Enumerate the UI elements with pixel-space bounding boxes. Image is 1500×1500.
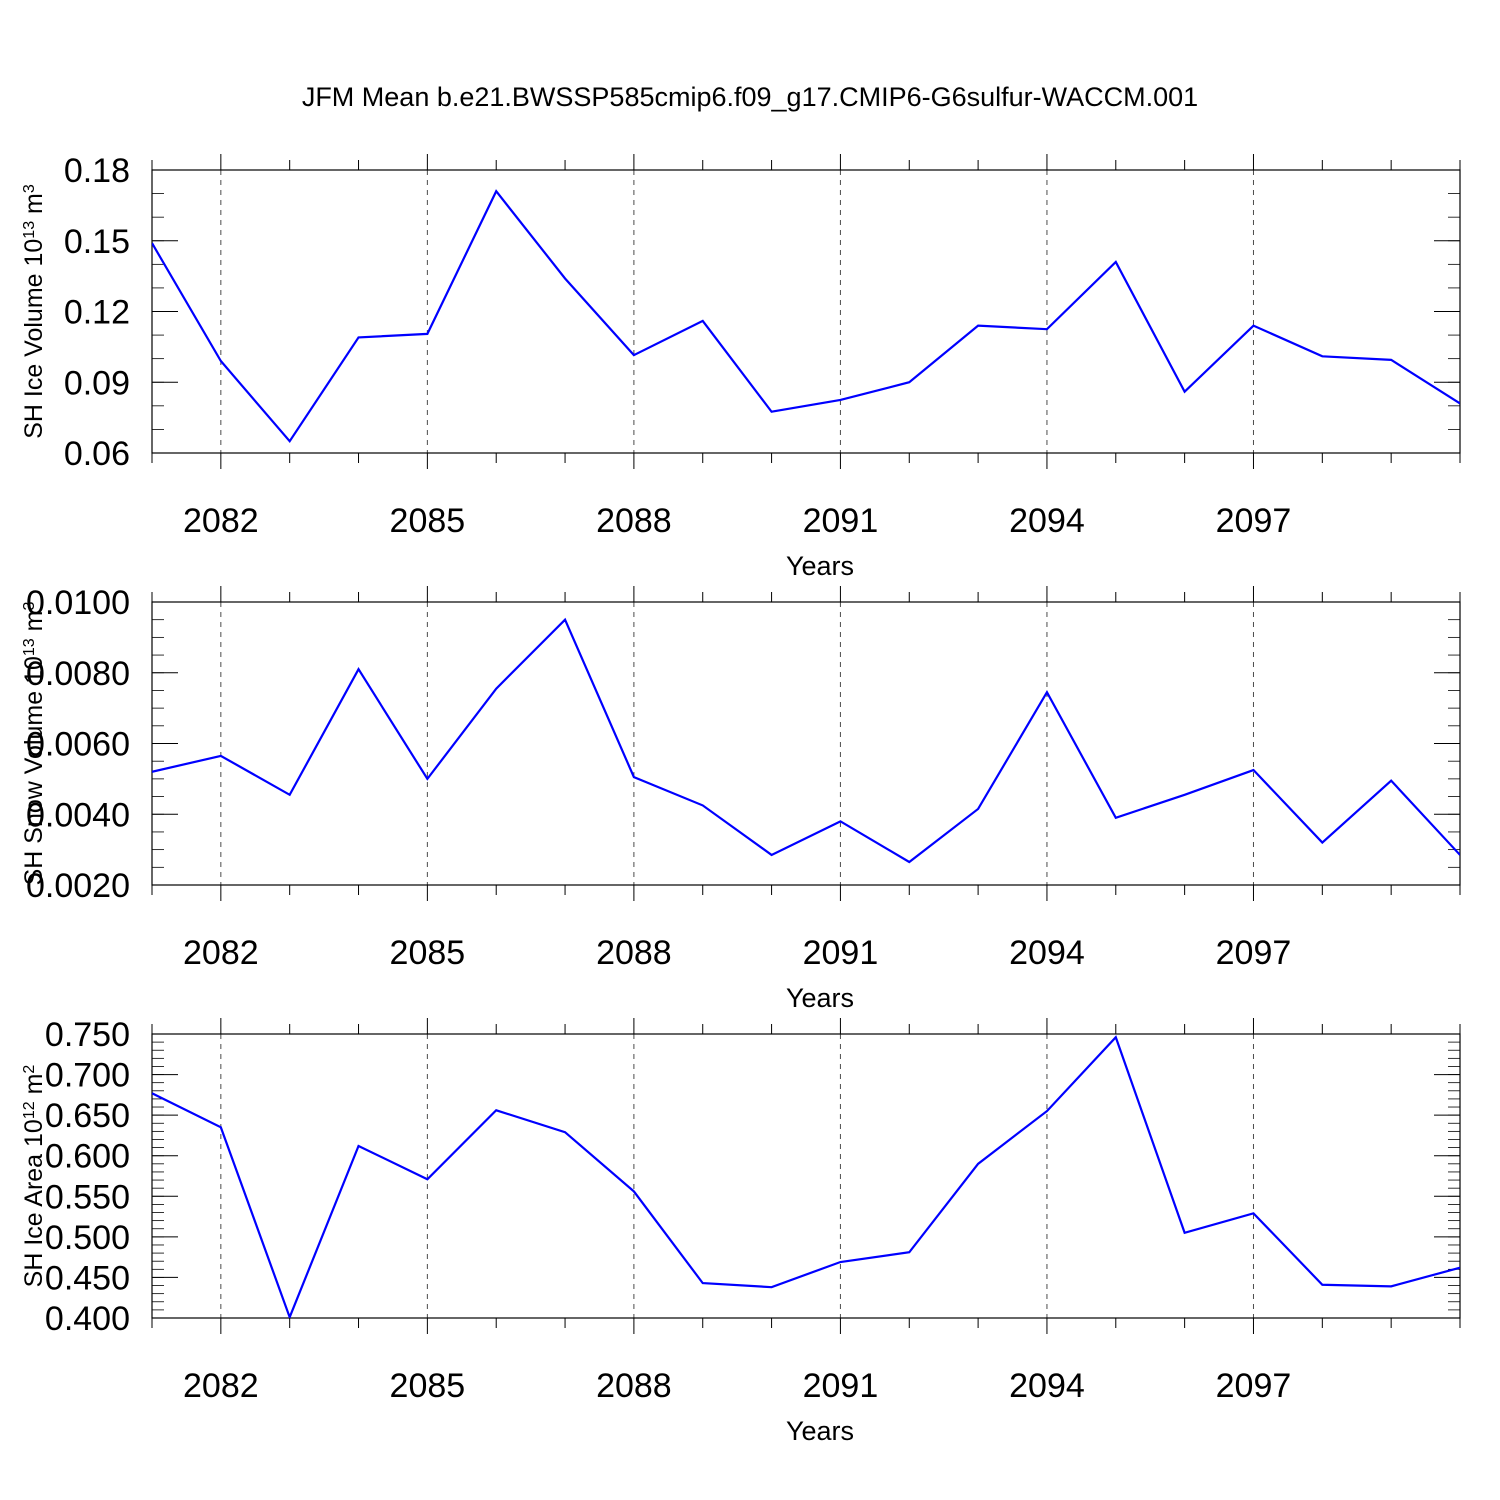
y-axis-label-superscript: 12 xyxy=(21,1101,38,1119)
y-tick-label: 0.0080 xyxy=(26,655,130,693)
x-tick-label: 2088 xyxy=(596,934,672,972)
y-axis-label: SH Snow Volume 1013 m3 xyxy=(20,602,48,886)
x-axis-label: Years xyxy=(786,983,854,1013)
x-tick-label: 2082 xyxy=(183,502,259,540)
y-tick-label: 0.15 xyxy=(64,223,130,261)
y-axis-label-superscript: 2 xyxy=(21,1065,38,1074)
x-tick-label: 2082 xyxy=(183,934,259,972)
x-axis-label: Years xyxy=(786,551,854,581)
y-axis-label-text: m xyxy=(20,611,48,639)
y-tick-label: 0.750 xyxy=(45,1016,130,1054)
x-axis-label: Years xyxy=(786,1416,854,1446)
y-axis-label-text: SH Ice Area 10 xyxy=(20,1119,48,1287)
y-axis-label-superscript: 13 xyxy=(21,221,38,239)
y-axis-label-text: SH Ice Volume 10 xyxy=(20,239,48,439)
y-axis-label-text: SH Snow Volume 10 xyxy=(20,656,48,885)
y-tick-label: 0.0060 xyxy=(26,726,130,764)
x-tick-label: 2085 xyxy=(390,1367,466,1405)
x-tick-label: 2085 xyxy=(390,934,466,972)
series-line xyxy=(152,189,1460,444)
panel-3: 2082 2085 2088 2091 2094 2097Years0.4000.4500… xyxy=(20,1016,1461,1446)
y-axis-label: SH Ice Volume 1013 m3 xyxy=(20,184,48,439)
y-tick-label: 0.500 xyxy=(45,1219,130,1257)
series-line xyxy=(152,617,1460,864)
panels: 2082 2085 2088 2091 2094 2097 Years 0.06 0.09 0.1… xyxy=(20,152,1461,1446)
y-tick-label: 0.400 xyxy=(45,1300,130,1338)
y-tick-label: 0.09 xyxy=(64,364,130,402)
y-tick-label: 0.650 xyxy=(45,1097,130,1135)
x-tick-label: 2097 xyxy=(1216,502,1292,540)
x-tick-label: 2088 xyxy=(596,502,672,540)
y-tick-label: 0.06 xyxy=(64,435,130,473)
x-tick-label: 2094 xyxy=(1009,1367,1085,1405)
y-tick-label: 0.0100 xyxy=(26,584,130,622)
y-axis-label-superscript: 3 xyxy=(21,602,38,611)
y-tick-label: 0.600 xyxy=(45,1138,130,1176)
series-line xyxy=(152,1035,1460,1318)
plot-frame xyxy=(151,601,1461,886)
y-tick-label: 0.0040 xyxy=(26,796,130,834)
x-tick-label: 2094 xyxy=(1009,934,1085,972)
x-tick-label: 2091 xyxy=(803,502,879,540)
y-axis-label-superscript: 13 xyxy=(21,638,38,656)
plot-frame xyxy=(151,1033,1461,1319)
y-axis-label-text: m xyxy=(20,1074,48,1102)
chart-title: JFM Mean b.e21.BWSSP585cmip6.f09_g17.CMI… xyxy=(302,82,1198,112)
y-tick-label: 0.450 xyxy=(45,1259,130,1297)
x-tick-label: 2088 xyxy=(596,1367,672,1405)
x-tick-label: 2085 xyxy=(390,502,466,540)
y-axis-label: SH Ice Area 1012 m2 xyxy=(20,1065,48,1288)
panel-1: 2082 2085 2088 2091 2094 2097 Years 0.06 0.09 0.1… xyxy=(20,152,1461,581)
y-axis-label-text: m xyxy=(20,193,48,221)
y-tick-label: 0.0020 xyxy=(26,867,130,905)
x-tick-label: 2082 xyxy=(183,1367,259,1405)
x-tick-label: 2091 xyxy=(803,1367,879,1405)
y-tick-label: 0.12 xyxy=(64,294,130,332)
x-tick-label: 2097 xyxy=(1216,934,1292,972)
y-tick-label: 0.18 xyxy=(64,152,130,190)
y-axis-label-superscript: 3 xyxy=(21,184,38,193)
x-tick-label: 2091 xyxy=(803,934,879,972)
x-tick-label: 2094 xyxy=(1009,502,1085,540)
panel-2: 2082 2085 2088 2091 2094 2097 Years 0.0020 0.004… xyxy=(20,584,1461,1013)
x-tick-label: 2097 xyxy=(1216,1367,1292,1405)
y-tick-label: 0.700 xyxy=(45,1057,130,1095)
plot-frame xyxy=(151,169,1461,454)
y-tick-label: 0.550 xyxy=(45,1178,130,1216)
